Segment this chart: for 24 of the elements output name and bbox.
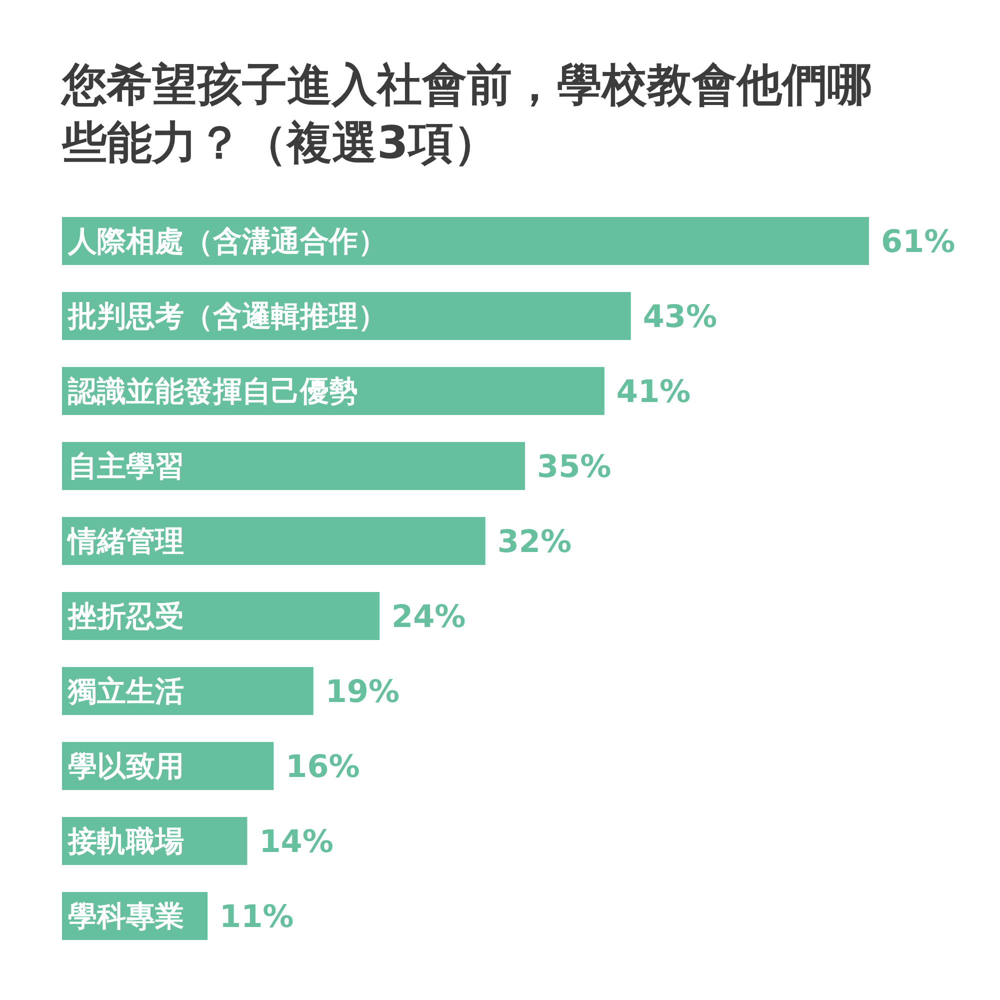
y-tick-label: 批判思考（含邏輯推理） (67, 299, 387, 334)
y-tick-label: 接軌職場 (67, 824, 184, 858)
data-label: 41% (616, 374, 691, 410)
y-tick-label: 學科專業 (68, 899, 184, 934)
data-label: 16% (286, 748, 360, 785)
y-tick-label: 獨立生活 (67, 674, 184, 708)
data-label: 11% (220, 898, 294, 935)
bar (62, 442, 526, 490)
data-label: 35% (537, 448, 612, 485)
data-label: 24% (392, 598, 466, 635)
data-label: 32% (497, 524, 572, 560)
data-label: 43% (642, 298, 718, 335)
data-label: 19% (325, 674, 400, 710)
bar (62, 517, 486, 565)
chart-title: 您希望孩子進入社會前，學校教會他們哪些能力？（複選3項） (62, 57, 873, 171)
y-tick-label: 學以致用 (68, 749, 184, 784)
y-tick-label: 自主學習 (68, 449, 184, 484)
data-label: 14% (259, 824, 334, 860)
y-tick-label: 情緒管理 (66, 524, 184, 558)
data-label: 61% (881, 224, 956, 260)
bar (62, 217, 869, 265)
y-tick-label: 認識並能發揮自己優勢 (67, 374, 358, 408)
y-tick-label: 挫折忍受 (67, 599, 184, 634)
y-tick-label: 人際相處（含溝通合作） (67, 224, 387, 258)
